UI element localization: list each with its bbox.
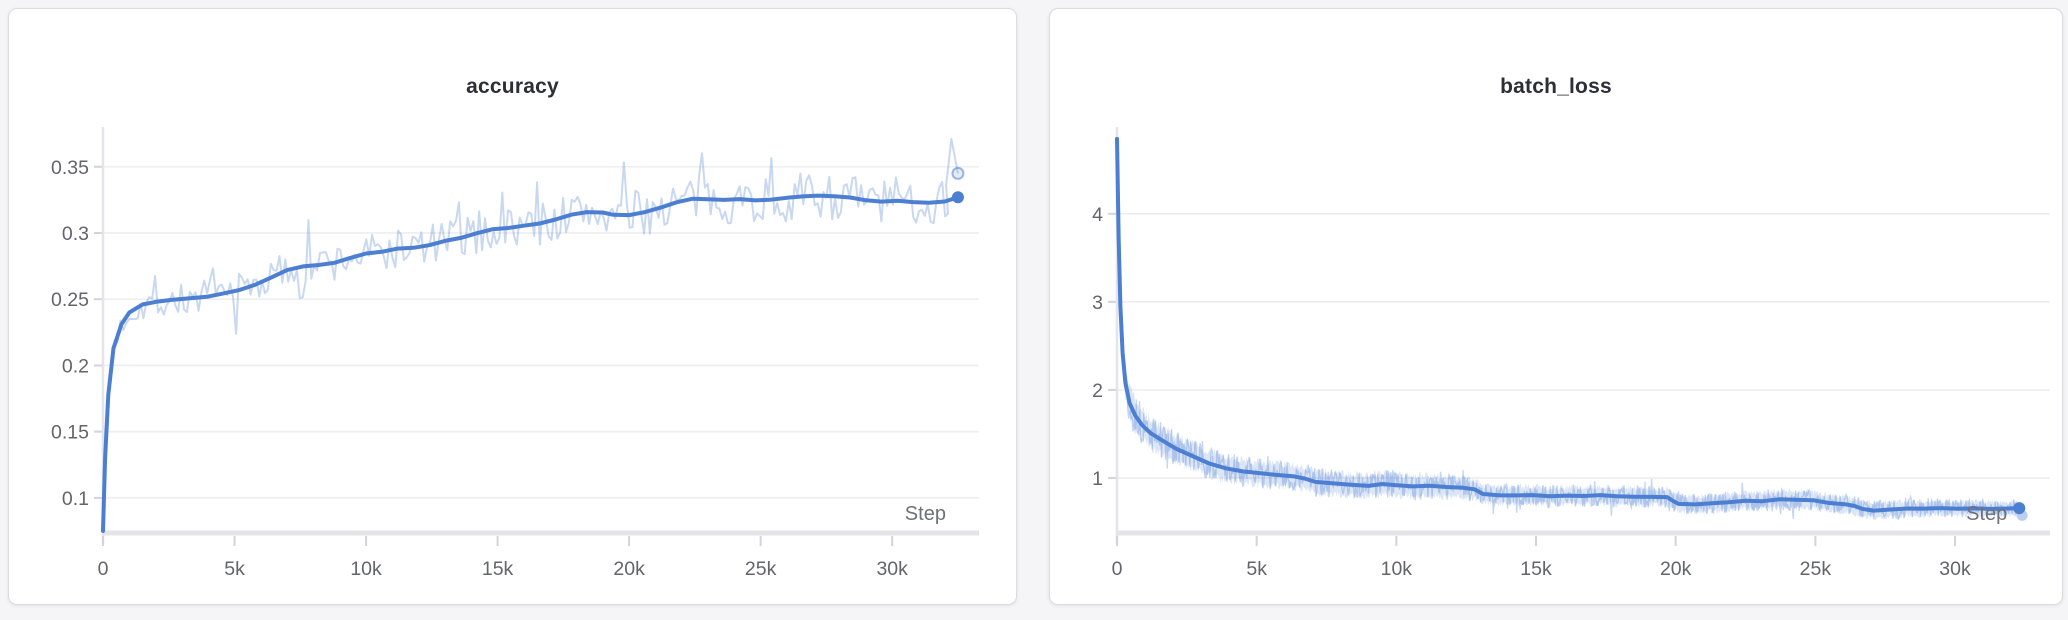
step-axis-label: Step bbox=[905, 503, 946, 525]
x-tick-label: 10k bbox=[350, 558, 382, 580]
x-tick-label: 5k bbox=[1246, 558, 1267, 580]
batch-loss-chart[interactable]: 1 2 3 4 0 5k 10k 15k 20k 25k 30k Step bbox=[1050, 9, 2060, 602]
batch-loss-panel[interactable]: 1 2 3 4 0 5k 10k 15k 20k 25k 30k Step batch_loss bbox=[1049, 8, 2063, 605]
accuracy-chart[interactable]: 0.1 0.15 0.2 0.25 0.3 0.35 0 5k 10k 15k 20k 25k 30k S… bbox=[9, 9, 1014, 602]
y-tick-label: 4 bbox=[1092, 204, 1103, 226]
y-tick-label: 1 bbox=[1092, 468, 1103, 490]
x-tick-label: 0 bbox=[98, 558, 109, 580]
x-tick-label: 30k bbox=[876, 558, 908, 580]
y-tick-label: 0.25 bbox=[51, 289, 89, 311]
x-tick-label: 5k bbox=[224, 558, 245, 580]
x-tick-label: 30k bbox=[1939, 558, 1971, 580]
y-tick-label: 0.15 bbox=[51, 422, 89, 444]
x-tick-label: 25k bbox=[745, 558, 777, 580]
y-tick-label: 3 bbox=[1092, 292, 1103, 314]
y-tick-label: 2 bbox=[1092, 380, 1103, 402]
y-tick-label: 0.1 bbox=[62, 488, 89, 510]
y-tick-label: 0.3 bbox=[62, 223, 89, 245]
step-axis-label: Step bbox=[1966, 503, 2007, 525]
x-tick-label: 0 bbox=[1112, 558, 1123, 580]
x-tick-label: 20k bbox=[613, 558, 645, 580]
x-tick-label: 25k bbox=[1800, 558, 1832, 580]
accuracy-panel[interactable]: 0.1 0.15 0.2 0.25 0.3 0.35 0 5k 10k 15k 20k 25k 30k S… bbox=[8, 8, 1017, 605]
y-tick-label: 0.2 bbox=[62, 355, 89, 377]
x-tick-label: 10k bbox=[1381, 558, 1413, 580]
x-tick-label: 15k bbox=[482, 558, 514, 580]
chart-title-accuracy: accuracy bbox=[466, 75, 559, 98]
x-tick-label: 20k bbox=[1660, 558, 1692, 580]
x-tick-label: 15k bbox=[1520, 558, 1552, 580]
chart-title-batch-loss: batch_loss bbox=[1500, 75, 1612, 98]
y-tick-label: 0.35 bbox=[51, 157, 89, 179]
